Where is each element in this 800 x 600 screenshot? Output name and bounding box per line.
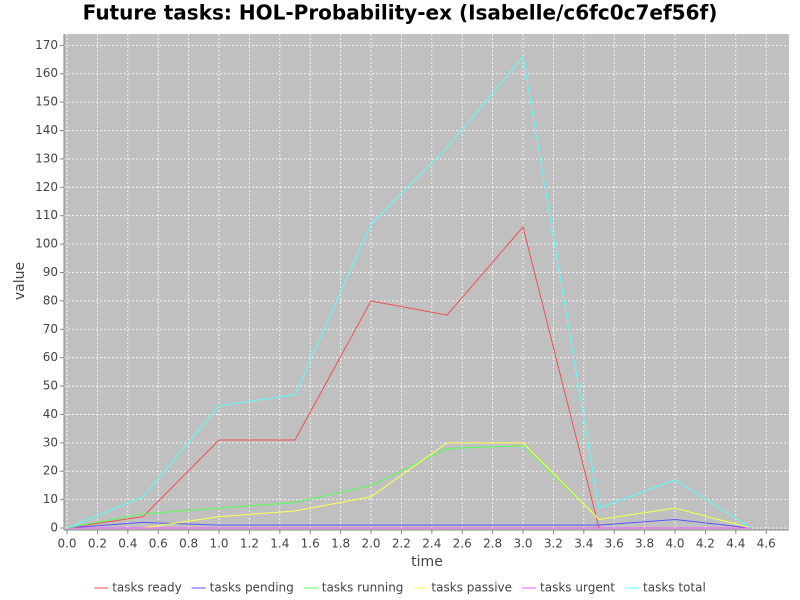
x-tick-label: 2.8 bbox=[483, 537, 502, 551]
y-tick-label: 0 bbox=[50, 521, 58, 535]
x-axis-label: time bbox=[411, 554, 443, 570]
legend-label: tasks running bbox=[322, 581, 404, 595]
x-tick-label: 4.6 bbox=[757, 537, 776, 551]
x-tick-label: 2.6 bbox=[453, 537, 472, 551]
y-tick-label: 100 bbox=[35, 237, 58, 251]
y-tick-label: 140 bbox=[35, 123, 58, 137]
y-tick-label: 110 bbox=[35, 208, 58, 222]
series-line bbox=[67, 442, 752, 529]
y-tick-label: 20 bbox=[43, 464, 58, 478]
x-tick-label: 2.0 bbox=[361, 537, 380, 551]
x-tick-label: 3.0 bbox=[513, 537, 532, 551]
x-tick-label: 0.0 bbox=[57, 537, 76, 551]
y-axis-label: value bbox=[12, 262, 28, 300]
x-tick-label: 0.4 bbox=[118, 537, 137, 551]
x-tick-label: 1.0 bbox=[209, 537, 228, 551]
y-tick-label: 10 bbox=[43, 492, 58, 506]
x-tick-label: 0.2 bbox=[88, 537, 107, 551]
y-tick-label: 60 bbox=[43, 350, 58, 364]
x-tick-label: 3.2 bbox=[544, 537, 563, 551]
x-tick-label: 0.6 bbox=[149, 537, 168, 551]
series-line bbox=[66, 55, 752, 529]
x-tick-label: 2.4 bbox=[422, 537, 441, 551]
series-line bbox=[67, 518, 752, 529]
legend-label: tasks total bbox=[643, 581, 706, 595]
y-tick-label: 40 bbox=[43, 407, 58, 421]
x-tick-label: 1.6 bbox=[301, 537, 320, 551]
x-tick-label: 0.8 bbox=[179, 537, 198, 551]
y-tick-label: 120 bbox=[35, 180, 58, 194]
x-tick-label: 4.2 bbox=[696, 537, 715, 551]
y-tick-label: 70 bbox=[43, 322, 58, 336]
legend-label: tasks urgent bbox=[540, 581, 615, 595]
x-tick-label: 4.0 bbox=[665, 537, 684, 551]
x-tick-label: 4.4 bbox=[726, 537, 745, 551]
chart-title: Future tasks: HOL-Probability-ex (Isabel… bbox=[83, 1, 718, 25]
x-tick-label: 1.2 bbox=[240, 537, 259, 551]
y-tick-label: 90 bbox=[43, 265, 58, 279]
x-tick-label: 1.4 bbox=[270, 537, 289, 551]
x-tick-label: 3.8 bbox=[635, 537, 654, 551]
x-tick-label: 2.2 bbox=[392, 537, 411, 551]
y-tick-label: 80 bbox=[43, 293, 58, 307]
y-tick-label: 150 bbox=[35, 95, 58, 109]
x-tick-label: 3.6 bbox=[605, 537, 624, 551]
y-tick-label: 50 bbox=[43, 379, 58, 393]
y-tick-label: 160 bbox=[35, 66, 58, 80]
y-tick-label: 170 bbox=[35, 38, 58, 52]
legend-label: tasks ready bbox=[112, 581, 181, 595]
x-tick-label: 3.4 bbox=[574, 537, 593, 551]
legend-label: tasks pending bbox=[210, 581, 294, 595]
y-tick-label: 30 bbox=[43, 435, 58, 449]
plot-area bbox=[64, 34, 789, 530]
legend-label: tasks passive bbox=[431, 581, 512, 595]
y-tick-label: 130 bbox=[35, 151, 58, 165]
x-tick-label: 1.8 bbox=[331, 537, 350, 551]
legend: tasks ready tasks pending tasks running tas… bbox=[94, 581, 706, 595]
